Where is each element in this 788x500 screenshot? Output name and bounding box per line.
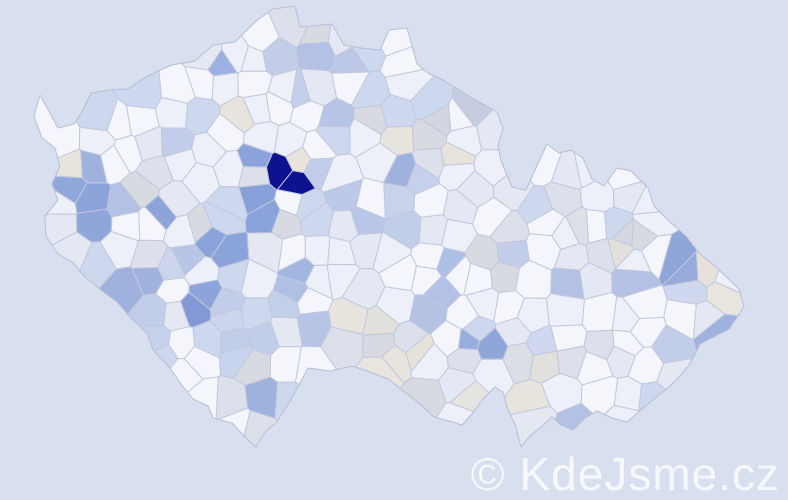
- map-region[interactable]: [641, 233, 673, 280]
- map-region[interactable]: [546, 293, 585, 327]
- map-region[interactable]: [490, 261, 520, 294]
- map-region[interactable]: [581, 291, 618, 332]
- country-outline: [33, 5, 745, 448]
- map-region[interactable]: [355, 177, 386, 220]
- map-region[interactable]: [242, 121, 280, 154]
- map-region[interactable]: [213, 410, 402, 500]
- map-region[interactable]: [304, 235, 331, 266]
- map-region[interactable]: [296, 41, 336, 72]
- map-region[interactable]: [494, 317, 532, 347]
- map-region[interactable]: [237, 166, 270, 188]
- map-region[interactable]: [411, 118, 448, 151]
- map-region[interactable]: [613, 375, 643, 412]
- map-region[interactable]: [163, 300, 190, 332]
- map-region[interactable]: [184, 255, 220, 286]
- map-region[interactable]: [154, 96, 189, 129]
- map-region[interactable]: [201, 201, 247, 236]
- map-region[interactable]: [585, 208, 608, 244]
